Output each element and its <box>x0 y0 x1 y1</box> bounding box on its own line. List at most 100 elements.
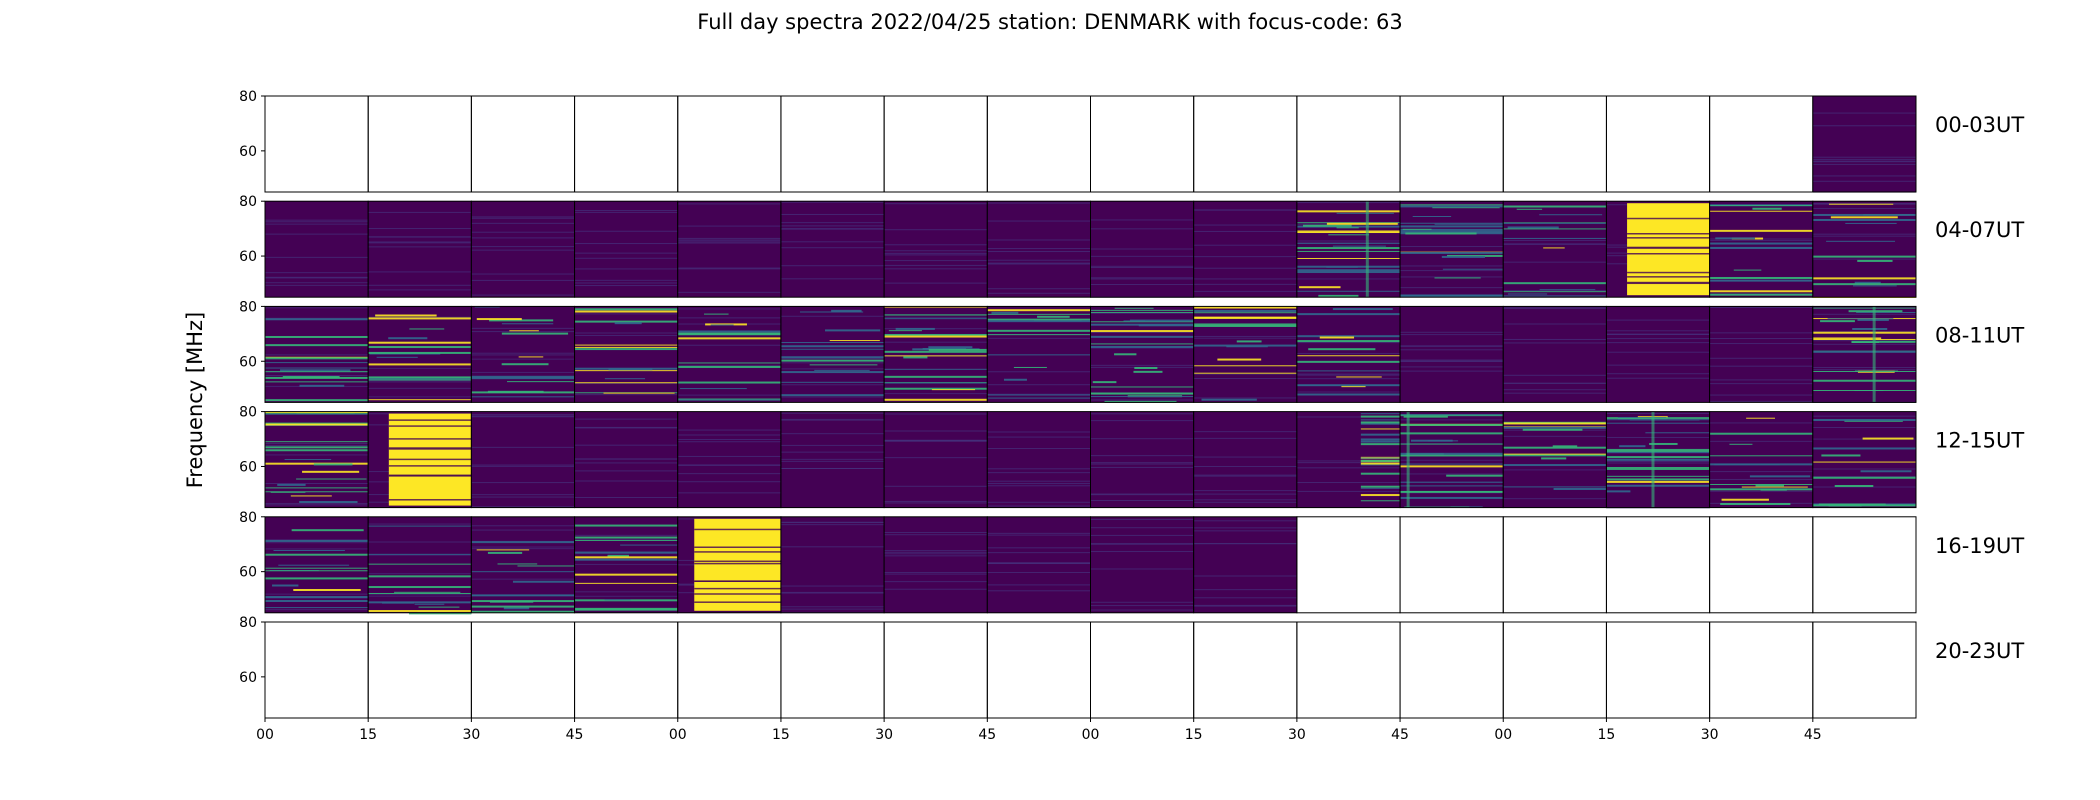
faint-line <box>265 354 369 356</box>
faint-line <box>265 374 369 376</box>
emission-line <box>1400 485 1504 487</box>
faint-line <box>1709 379 1813 381</box>
panel-frame <box>986 95 1091 193</box>
faint-line <box>780 451 885 453</box>
emission-line <box>1360 438 1401 441</box>
emission-line <box>1812 338 1916 340</box>
emission-line <box>1332 245 1386 247</box>
faint-line <box>1400 492 1504 494</box>
faint-line <box>1606 342 1710 344</box>
emission-line <box>1360 422 1401 425</box>
emission-line <box>1360 440 1401 443</box>
faint-line <box>780 591 885 593</box>
faint-line <box>1193 397 1297 399</box>
panel-background <box>1709 201 1813 298</box>
faint-line <box>884 430 988 432</box>
emission-line <box>265 600 369 603</box>
emission-line <box>368 553 472 555</box>
emission-line <box>574 536 678 539</box>
faint-line <box>1709 239 1813 241</box>
emission-line <box>1403 415 1448 418</box>
emission-line <box>265 570 369 572</box>
faint-line <box>1296 378 1401 380</box>
faint-line <box>884 500 988 502</box>
faint-line <box>1296 352 1401 354</box>
faint-line <box>780 606 885 608</box>
spectrum-panel <box>367 516 472 615</box>
emission-line <box>509 330 539 332</box>
x-tick-label: 00 <box>256 727 274 743</box>
faint-line <box>574 279 678 281</box>
emission-line <box>1193 316 1297 319</box>
emission-line <box>1296 313 1401 316</box>
emission-line <box>1709 483 1813 485</box>
faint-line <box>884 316 988 318</box>
emission-line <box>809 364 878 366</box>
emission-line <box>265 487 369 489</box>
emission-line <box>1606 422 1710 424</box>
faint-line <box>1193 490 1297 492</box>
emission-line <box>265 567 369 569</box>
emission-line <box>1851 340 1916 343</box>
faint-line <box>780 247 885 249</box>
panel-frame <box>1399 516 1504 614</box>
emission-line <box>1539 214 1603 216</box>
faint-line <box>265 482 369 484</box>
faint-line <box>1606 462 1710 464</box>
spectrum-panel <box>1193 305 1298 403</box>
faint-line <box>1090 463 1194 465</box>
panel-frame <box>1709 621 1814 719</box>
faint-line <box>884 555 988 557</box>
row-20-23UT: 80 60 20-23UT <box>239 615 2024 719</box>
faint-line <box>1709 365 1813 367</box>
emission-line <box>1812 389 1916 391</box>
emission-line <box>1360 500 1401 502</box>
faint-line <box>1090 413 1194 415</box>
faint-line <box>1503 308 1607 310</box>
faint-line <box>884 571 988 573</box>
emission-line <box>1857 259 1893 262</box>
faint-line <box>1400 473 1504 475</box>
faint-line <box>574 418 678 420</box>
faint-line <box>780 592 885 594</box>
burst-block <box>694 518 781 611</box>
faint-line <box>1090 331 1194 333</box>
faint-line <box>987 483 1091 485</box>
faint-line <box>471 525 575 527</box>
panel-frame <box>677 621 782 719</box>
faint-line <box>780 228 885 230</box>
emission-line <box>677 333 781 336</box>
faint-line <box>574 313 678 315</box>
spectrum-panel <box>1193 621 1298 719</box>
faint-line <box>1193 337 1297 339</box>
faint-line <box>574 591 678 593</box>
faint-line <box>471 494 575 496</box>
emission-line <box>1606 456 1710 459</box>
faint-line <box>677 268 781 270</box>
emission-line <box>1733 269 1762 271</box>
faint-line <box>780 419 885 421</box>
faint-line <box>884 502 988 504</box>
faint-line <box>574 458 678 460</box>
emission-line <box>884 368 988 370</box>
emission-line <box>368 586 472 589</box>
faint-line <box>265 445 369 447</box>
emission-line <box>574 348 678 351</box>
faint-line <box>987 552 1091 554</box>
faint-line <box>1503 289 1607 291</box>
x-tick-label: 00 <box>1494 727 1512 743</box>
faint-line <box>265 284 369 286</box>
panel-frame <box>1090 621 1195 719</box>
panel-background <box>884 201 988 298</box>
x-tick-label: 45 <box>978 727 996 743</box>
emission-line <box>265 371 369 373</box>
faint-line <box>1709 471 1813 473</box>
burst-gap <box>388 447 472 449</box>
emission-line <box>1360 462 1401 465</box>
faint-line <box>1090 364 1194 366</box>
emission-line <box>1503 237 1607 239</box>
burst-gap <box>1627 233 1710 235</box>
faint-line <box>677 473 781 475</box>
spectrum-panel <box>780 411 885 509</box>
